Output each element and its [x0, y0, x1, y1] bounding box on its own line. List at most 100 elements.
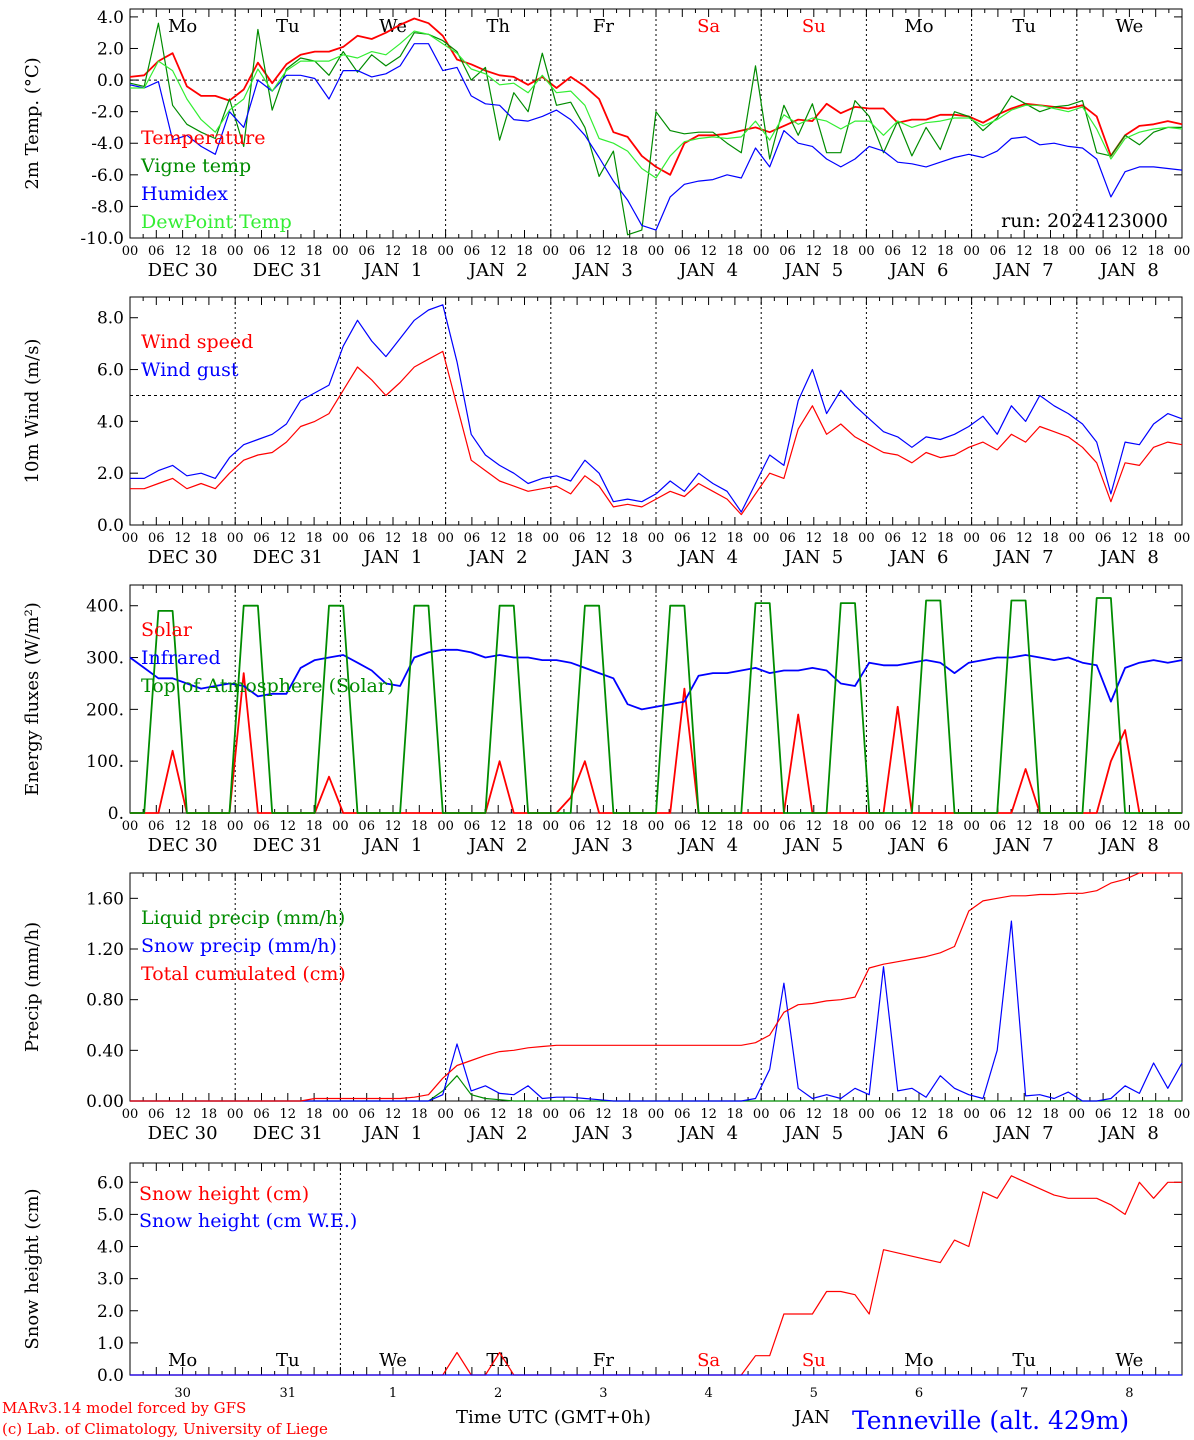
hour-tick-label: 12: [1016, 819, 1033, 834]
hour-tick-label: 18: [621, 531, 638, 546]
date-label: JAN 8: [1098, 260, 1159, 281]
hour-tick-label: 06: [1095, 819, 1112, 834]
hour-tick-label: 18: [832, 819, 849, 834]
hour-tick-label: 18: [306, 531, 323, 546]
month-label: JAN: [792, 1407, 830, 1428]
y-tick-label: -6.0: [91, 166, 124, 186]
hour-tick-label: 06: [569, 819, 586, 834]
hour-tick-label: 06: [569, 531, 586, 546]
hour-tick-label: 12: [806, 531, 823, 546]
y-tick-label: 4.0: [97, 412, 124, 432]
weekday-label: Tu: [276, 16, 300, 37]
hour-tick-label: 00: [648, 819, 665, 834]
chart-footer: MARv3.14 model forced by GFS (c) Lab. of…: [2, 1399, 1129, 1438]
weekday-label: Tu: [1012, 1350, 1036, 1371]
series-line-dewpoint-temp: [130, 30, 1183, 179]
hour-tick-label: 06: [779, 244, 796, 259]
day-number-label: 1: [389, 1386, 397, 1401]
hour-tick-label: 06: [779, 531, 796, 546]
hour-tick-label: 00: [753, 244, 770, 259]
legend-entry: Temperature: [141, 127, 265, 149]
hour-tick-label: 12: [280, 1107, 297, 1122]
hour-tick-label: 18: [201, 531, 218, 546]
weekday-label: Fr: [593, 1350, 614, 1371]
day-number-label: 3: [599, 1386, 607, 1401]
panel-precip: Precip (mm/h) 0.00 0.40 0.80 1.20 1.60 00 06 12 1…: [22, 872, 1190, 1144]
hour-tick-label: 18: [411, 531, 428, 546]
date-label: DEC 31: [253, 835, 323, 856]
date-label: DEC 31: [253, 260, 323, 281]
series-line-temperature: [129, 17, 1183, 176]
date-label: JAN 3: [572, 835, 633, 856]
hour-tick-label: 00: [1069, 244, 1086, 259]
hour-tick-label: 12: [385, 531, 402, 546]
weekday-label: Mo: [168, 1350, 197, 1371]
y-tick-label: -10.0: [80, 229, 124, 249]
hour-tick-label: 00: [122, 531, 139, 546]
hour-tick-label: 18: [516, 244, 533, 259]
hour-tick-label: 00: [122, 819, 139, 834]
hour-tick-label: 06: [990, 1107, 1007, 1122]
day-number-label: 30: [174, 1386, 191, 1401]
hour-tick-label: 12: [490, 1107, 507, 1122]
hour-tick-label: 12: [700, 244, 717, 259]
date-label: DEC 31: [253, 1123, 323, 1144]
series-line-snow-height-cm-: [130, 1175, 1182, 1376]
y-tick-label: 2.0: [97, 39, 124, 59]
legend-entry: Wind gust: [141, 359, 239, 381]
weekday-label: Mo: [168, 16, 197, 37]
y-tick-label: 0.40: [86, 1041, 124, 1061]
series-line-infrared: [129, 648, 1183, 711]
weekday-label: Fr: [593, 16, 614, 37]
hour-tick-label: 18: [1147, 819, 1164, 834]
plot-frame: [129, 584, 1183, 814]
hour-tick-label: 18: [411, 1107, 428, 1122]
hour-tick-label: 18: [306, 1107, 323, 1122]
plot-frame: [129, 296, 1183, 526]
date-label: JAN 8: [1098, 547, 1159, 568]
hour-tick-label: 06: [358, 1107, 375, 1122]
model-credit: MARv3.14 model forced by GFS: [2, 1399, 246, 1417]
hour-tick-label: 06: [674, 531, 691, 546]
hour-tick-label: 00: [437, 531, 454, 546]
hour-tick-label: 06: [990, 819, 1007, 834]
hour-tick-label: 00: [963, 244, 980, 259]
series-line-top-of-atmosphere-solar-: [130, 597, 1182, 814]
date-label: DEC 31: [253, 547, 323, 568]
hour-tick-label: 06: [464, 531, 481, 546]
hour-tick-label: 18: [1147, 1107, 1164, 1122]
date-label: JAN 1: [362, 547, 423, 568]
hour-tick-label: 12: [700, 531, 717, 546]
hour-tick-label: 06: [464, 244, 481, 259]
day-number-label: 7: [1020, 1386, 1028, 1401]
date-label: JAN 8: [1098, 835, 1159, 856]
date-label: JAN 7: [993, 547, 1054, 568]
hour-tick-label: 06: [148, 531, 165, 546]
series-line-total-cumulated-cm-: [130, 872, 1182, 1102]
hour-tick-label: 18: [727, 1107, 744, 1122]
hour-tick-label: 12: [280, 819, 297, 834]
y-tick-label: -8.0: [91, 197, 124, 217]
hour-tick-label: 12: [700, 819, 717, 834]
lab-credit: (c) Lab. of Climatology, University of L…: [2, 1420, 328, 1438]
legend-entry: Infrared: [141, 647, 221, 669]
hour-tick-label: 00: [1174, 531, 1191, 546]
hour-tick-label: 06: [148, 1107, 165, 1122]
y-tick-label: -4.0: [91, 134, 124, 154]
y-axis-label: 10m Wind (m/s): [22, 339, 43, 484]
hour-tick-label: 00: [858, 531, 875, 546]
date-label: DEC 30: [148, 1123, 218, 1144]
hour-tick-label: 18: [1042, 531, 1059, 546]
panel-wind: 10m Wind (m/s) 0.0 2.0 4.0 6.0 8.0 00 06 12 18 00 0…: [22, 296, 1191, 568]
hour-tick-label: 00: [1174, 244, 1191, 259]
hour-tick-label: 06: [779, 1107, 796, 1122]
hour-tick-label: 00: [332, 819, 349, 834]
legend-entry: Snow height (cm): [139, 1183, 309, 1205]
y-axis-label: Energy fluxes (W/m²): [22, 602, 43, 796]
time-axis-label: Time UTC (GMT+0h): [456, 1407, 651, 1428]
y-axis-label: 2m Temp. (°C): [22, 57, 43, 189]
hour-tick-label: 00: [543, 819, 560, 834]
series-line-vigne-temp: [129, 22, 1182, 236]
y-tick-label: 0.: [108, 804, 124, 824]
y-tick-label: 6.0: [97, 361, 124, 381]
